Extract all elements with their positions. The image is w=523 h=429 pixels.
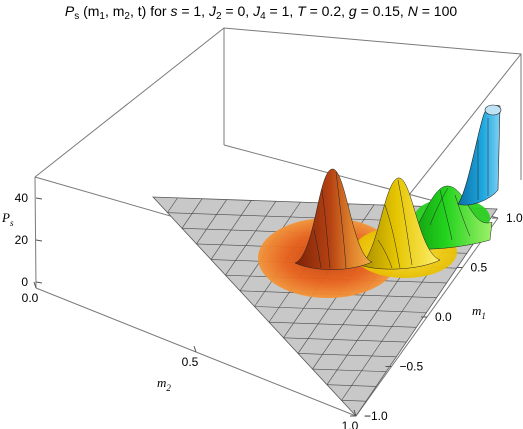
- m2-axis-label: m2: [157, 375, 171, 393]
- title-args-sub1: 1: [99, 11, 105, 22]
- mesh-line: [196, 199, 227, 245]
- z-tick-mark: [35, 281, 43, 284]
- title-j2-sub: 2: [216, 11, 222, 22]
- z-axis-label: Ps: [1, 210, 14, 228]
- z-axis-label-main: P: [1, 210, 10, 225]
- peak-blue: [457, 104, 502, 206]
- z-tick-mark: [35, 197, 43, 200]
- m2-tick-mark: [353, 409, 357, 417]
- peak-yellow: [359, 177, 441, 270]
- m1-tick-label: 1.0: [506, 211, 523, 225]
- mesh-line: [225, 201, 277, 276]
- title-j4: J: [252, 3, 261, 19]
- title-j4-val: = 1,: [266, 3, 298, 19]
- m1-tick-label: −0.5: [400, 360, 424, 374]
- m2-tick-label: 1.0: [342, 419, 359, 429]
- title-j2: J: [208, 3, 217, 19]
- m2-axis: 0.0 0.5 1.0: [22, 281, 359, 429]
- m2-tick-label: 0.0: [22, 291, 39, 305]
- title-n-val: = 100: [418, 3, 458, 19]
- mesh-line: [312, 368, 387, 372]
- z-axis-label-sub: s: [10, 218, 14, 228]
- title-g: g: [349, 3, 357, 19]
- mesh-line: [254, 306, 427, 313]
- z-tick-label: 0: [21, 275, 28, 289]
- m1-tick-label: −1.0: [364, 409, 388, 423]
- title-j4-sub: 4: [260, 11, 266, 22]
- m2-tick-mark: [33, 281, 37, 289]
- z-axis: 0 20 40: [15, 191, 43, 289]
- m2-axis-label-main: m: [157, 375, 166, 390]
- mesh-line: [283, 337, 407, 343]
- title-args-tail: , t) for: [130, 3, 170, 19]
- m1-axis-label: m1: [472, 303, 486, 321]
- peak-orange: [294, 168, 373, 270]
- title-t: T: [297, 3, 307, 19]
- title-args: (m: [79, 3, 99, 19]
- title-t-val: = 0.2,: [306, 3, 349, 19]
- m1-tick-label: 0.0: [435, 310, 452, 324]
- m1-axis-label-main: m: [472, 303, 481, 318]
- m2-tick-mark: [193, 345, 197, 353]
- title-j2-val: = 0,: [222, 3, 254, 19]
- mesh-line: [167, 197, 178, 213]
- m2-tick-label: 0.5: [182, 355, 199, 369]
- z-tick-label: 40: [15, 191, 29, 205]
- z-tick-label: 20: [15, 233, 29, 247]
- m1-tick-label: 0.5: [471, 261, 488, 275]
- peak-green: [399, 185, 493, 250]
- title-s-val: = 1,: [177, 3, 209, 19]
- m1-axis: −1.0 −0.5 0.0 0.5 1.0: [350, 211, 523, 423]
- title-args-sub2: 2: [124, 11, 130, 22]
- chart-title: Ps (m1, m2, t) for s = 1, J2 = 0, J4 = 1…: [65, 3, 458, 22]
- title-s: s: [170, 3, 177, 19]
- title-g-val: = 0.15,: [357, 3, 408, 19]
- z-tick-mark: [35, 239, 43, 242]
- m2-axis-label-sub: 2: [166, 383, 171, 393]
- title-args-mid: , m: [105, 3, 124, 19]
- title-n: N: [408, 3, 419, 19]
- mesh-line: [341, 400, 367, 402]
- title-symbol-sub: s: [74, 11, 79, 22]
- m1-axis-label-sub: 1: [481, 311, 486, 321]
- title-symbol: P: [65, 3, 75, 19]
